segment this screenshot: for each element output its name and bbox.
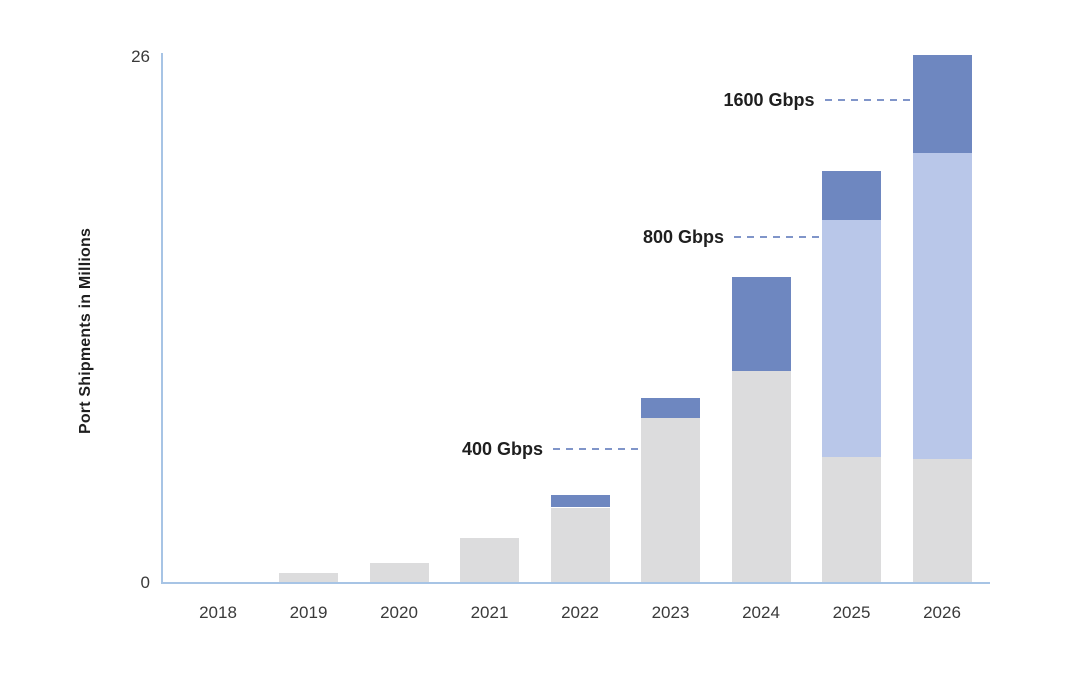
bar-2026-gray-segment [912,458,972,583]
y-axis-tick-zero: 0 [140,573,150,592]
x-axis-label-2020: 2020 [380,603,418,622]
y-axis-line [161,53,163,584]
bar-2019-gray-segment [279,572,338,583]
x-axis-label-2024: 2024 [742,603,780,622]
bar-2025-gray-segment [822,456,881,583]
bar-2023-dark-blue-segment [641,397,700,418]
bar-2026-dark-blue-segment [912,55,972,153]
annotation-label-2025: 800 Gbps [642,226,724,247]
bar-2025-dark-blue-segment [822,171,881,221]
x-axis-label-2025: 2025 [832,603,871,622]
y-axis-tick-max: 26 [131,47,150,66]
annotation-dash-line-2025 [734,235,820,238]
x-axis-label-2018: 2018 [199,603,237,622]
bar-2026-light-blue-segment [912,152,972,459]
x-axis-label-2019: 2019 [289,603,328,622]
x-axis-label-2026: 2026 [923,603,961,622]
bar-2024-gray-segment [731,371,791,583]
bar-2024-dark-blue-segment [731,277,791,371]
bar-2022-gray-segment [550,507,610,583]
y-axis-title: Port Shipments in Millions [77,227,94,435]
annotation-label-2023: 400 Gbps [461,438,543,459]
x-axis-line [161,582,990,584]
bar-2025-light-blue-segment [822,220,881,457]
x-axis-label-2021: 2021 [470,603,509,622]
x-axis-label-2022: 2022 [561,603,599,622]
annotation-dash-line-2023 [553,447,639,450]
annotation-label-2026: 1600 Gbps [723,89,815,110]
bar-2021-gray-segment [460,538,519,583]
x-axis-label-2023: 2023 [651,603,690,622]
bar-2023-gray-segment [641,417,700,583]
annotation-dash-line-2026 [824,98,911,101]
bar-2022-dark-blue-segment [550,495,610,508]
bar-2020-gray-segment [369,562,429,583]
